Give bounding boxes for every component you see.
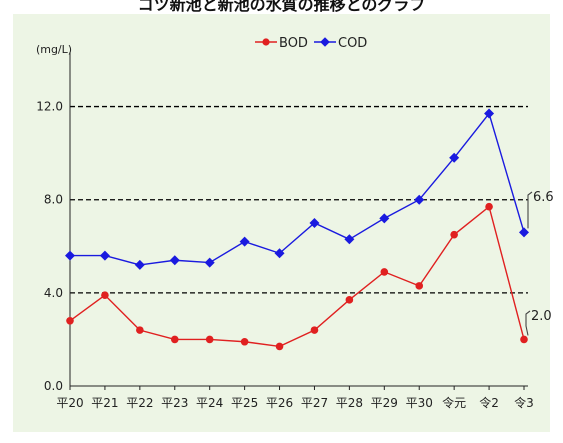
cod-point xyxy=(484,108,495,119)
x-tick-label: 平30 xyxy=(406,396,433,410)
cod-point xyxy=(239,236,250,247)
y-tick-label: 12.0 xyxy=(36,100,63,114)
bod-point xyxy=(345,296,354,304)
cod-point xyxy=(274,248,285,259)
bod-point xyxy=(170,335,179,344)
x-tick-label: 平22 xyxy=(126,396,153,410)
x-tick-label: 平29 xyxy=(371,396,398,410)
bod-point xyxy=(66,317,74,325)
x-tick-label: 令元 xyxy=(442,395,466,410)
annotation-cod-leader xyxy=(527,191,533,229)
chart-background xyxy=(13,14,550,432)
x-tick-label: 平25 xyxy=(231,396,258,410)
bod-point xyxy=(485,202,493,211)
legend-cod-marker xyxy=(320,37,330,47)
cod-point xyxy=(379,213,390,224)
cropped-title-strip: コツ新池と新池の水質の推移とのグラフ xyxy=(0,0,563,14)
y-axis-label: (mg/L) xyxy=(36,43,72,56)
axes: (mg/L) xyxy=(36,43,528,387)
bod-point xyxy=(520,335,528,344)
x-tick-label: 令3 xyxy=(514,395,534,410)
legend: BOD COD xyxy=(255,36,367,51)
bod-point xyxy=(205,335,214,344)
x-tick-label: 平26 xyxy=(266,396,293,410)
bod-point xyxy=(310,326,319,334)
gridlines xyxy=(70,105,528,294)
annotation-cod-label: 6.6 xyxy=(533,190,554,205)
y-tick-label: 8.0 xyxy=(44,193,63,207)
cod-point xyxy=(414,194,425,205)
x-tick-label: 令2 xyxy=(479,395,499,410)
y-tick-label: 4.0 xyxy=(44,286,63,300)
bod-point xyxy=(415,282,424,290)
cod-point xyxy=(449,152,460,163)
bod-point xyxy=(275,342,284,351)
bod-point xyxy=(380,268,389,276)
annotation-bod-label: 2.0 xyxy=(531,309,552,324)
annotation-bod-leader xyxy=(525,310,531,336)
cod-point xyxy=(309,218,320,228)
cod-line xyxy=(70,112,525,266)
x-tick-label: 平23 xyxy=(161,396,188,410)
y-tick-label: 0.0 xyxy=(44,379,63,393)
bod-point xyxy=(136,326,144,334)
y-tick-labels: 0.0 4.0 8.0 12.0 xyxy=(36,100,63,393)
cod-point xyxy=(344,234,355,245)
x-tick-label: 平28 xyxy=(336,396,363,410)
legend-bod-label: BOD xyxy=(279,36,308,51)
legend-cod-label: COD xyxy=(338,36,367,51)
bod-line xyxy=(69,205,525,348)
bod-point xyxy=(240,337,249,346)
cod-point xyxy=(204,257,215,268)
annotations: 6.6 2.0 xyxy=(525,190,554,336)
x-tick-label: 平24 xyxy=(196,396,223,410)
cod-point xyxy=(169,255,180,266)
x-tick-label: 平21 xyxy=(91,396,118,410)
cod-point xyxy=(65,250,75,261)
cod-point xyxy=(134,259,145,270)
bod-point xyxy=(101,291,109,299)
x-tick-label: 平27 xyxy=(301,396,328,410)
cropped-title-text: コツ新池と新池の水質の推移とのグラフ xyxy=(137,0,426,14)
x-tick-labels: 平20 平21 平22 平23 平24 平25 平26 平27 平28 平29 平30 令元 令2 令3 xyxy=(56,386,534,410)
cod-point xyxy=(99,250,110,261)
series-layer xyxy=(65,108,529,351)
bod-point xyxy=(450,230,458,239)
cod-point xyxy=(519,227,529,238)
x-tick-label: 平20 xyxy=(56,396,83,410)
legend-bod-marker xyxy=(262,38,270,46)
